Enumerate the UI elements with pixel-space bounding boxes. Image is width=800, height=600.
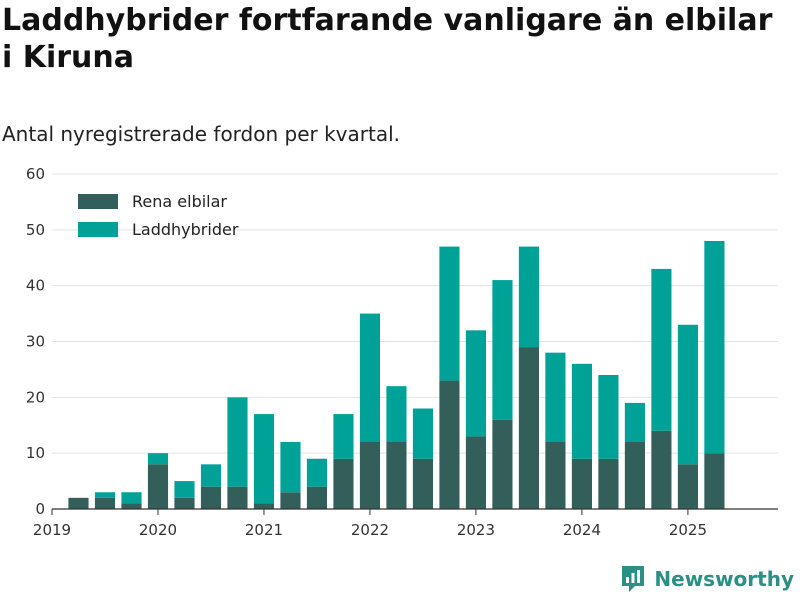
bar-laddhybrider <box>227 397 248 487</box>
bar-rena-elbilar <box>121 503 142 509</box>
bar-rena-elbilar <box>651 430 672 509</box>
newsworthy-logo-icon <box>622 566 645 592</box>
bar-laddhybrider <box>439 246 460 381</box>
legend: Rena elbilar Laddhybrider <box>78 192 239 239</box>
bar-rena-elbilar <box>412 458 434 509</box>
bar-rena-elbilar <box>359 442 381 509</box>
bar-rena-elbilar <box>386 442 407 509</box>
chart-title: Laddhybrider fortfarande vanligare än el… <box>2 3 773 75</box>
bar-rena-elbilar <box>545 442 566 509</box>
bar-rena-elbilar <box>94 497 116 509</box>
bar-laddhybrider <box>518 246 540 348</box>
x-tick-label: 2024 <box>563 521 601 539</box>
bar-rena-elbilar <box>624 442 645 509</box>
x-tick-label: 2019 <box>33 521 71 539</box>
bar-laddhybrider <box>624 402 645 442</box>
bar-rena-elbilar <box>200 486 222 509</box>
legend-swatch <box>78 194 118 209</box>
bar-laddhybrider <box>359 313 381 442</box>
bar-laddhybrider <box>412 408 434 459</box>
x-tick-label: 2020 <box>139 521 177 539</box>
bar-rena-elbilar <box>571 458 592 509</box>
x-tick-label: 2023 <box>457 521 495 539</box>
bar-laddhybrider <box>545 352 566 442</box>
y-tick-label: 0 <box>35 500 45 518</box>
x-tick-label: 2025 <box>669 521 707 539</box>
bar-rena-elbilar <box>147 464 169 509</box>
y-tick-label: 40 <box>26 277 45 295</box>
legend-label: Laddhybrider <box>132 220 239 239</box>
legend-label: Rena elbilar <box>132 192 227 211</box>
y-tick-label: 60 <box>26 165 45 183</box>
bars <box>68 241 725 509</box>
y-tick-label: 10 <box>26 444 45 462</box>
x-axis <box>51 508 778 515</box>
bar-laddhybrider <box>253 414 275 504</box>
y-tick-label: 50 <box>26 221 45 239</box>
bar-laddhybrider <box>174 481 195 498</box>
bar-laddhybrider <box>598 375 619 459</box>
bar-rena-elbilar <box>306 486 328 509</box>
bar-laddhybrider <box>704 241 725 454</box>
bar-laddhybrider <box>465 330 487 437</box>
bar-laddhybrider <box>571 363 592 459</box>
bar-rena-elbilar <box>174 497 195 509</box>
brand-name: Newsworthy <box>654 567 794 591</box>
bar-laddhybrider <box>651 268 672 431</box>
bar-rena-elbilar <box>465 436 487 509</box>
bar-laddhybrider <box>333 414 354 459</box>
bar-laddhybrider <box>386 386 407 442</box>
bar-laddhybrider <box>306 458 328 487</box>
bar-rena-elbilar <box>227 486 248 509</box>
bar-laddhybrider <box>200 464 222 487</box>
bar-rena-elbilar <box>68 497 89 509</box>
bar-rena-elbilar <box>280 492 301 509</box>
bar-rena-elbilar <box>333 458 354 509</box>
legend-swatch <box>78 222 118 237</box>
bar-rena-elbilar <box>598 458 619 509</box>
y-axis-tick-labels: 0 10 20 30 40 50 60 <box>26 165 45 518</box>
y-tick-label: 20 <box>26 388 45 406</box>
x-tick-label: 2021 <box>245 521 283 539</box>
x-tick-label: 2022 <box>351 521 389 539</box>
bar-laddhybrider <box>492 280 513 420</box>
brand-logo: Newsworthy <box>620 564 794 594</box>
bar-rena-elbilar <box>492 419 513 509</box>
bar-laddhybrider <box>147 453 169 465</box>
bar-rena-elbilar <box>253 503 275 509</box>
bar-rena-elbilar <box>518 347 540 509</box>
bar-rena-elbilar <box>677 464 698 509</box>
bar-rena-elbilar <box>439 380 460 509</box>
bar-laddhybrider <box>280 442 301 493</box>
chart-subtitle: Antal nyregistrerade fordon per kvartal. <box>2 122 401 146</box>
y-tick-label: 30 <box>26 333 45 351</box>
bar-laddhybrider <box>121 492 142 504</box>
bar-laddhybrider <box>677 324 698 465</box>
x-axis-tick-labels: 2019 2020 2021 2022 2023 2024 2025 <box>33 521 707 539</box>
bar-rena-elbilar <box>704 453 725 509</box>
bar-laddhybrider <box>94 492 116 498</box>
